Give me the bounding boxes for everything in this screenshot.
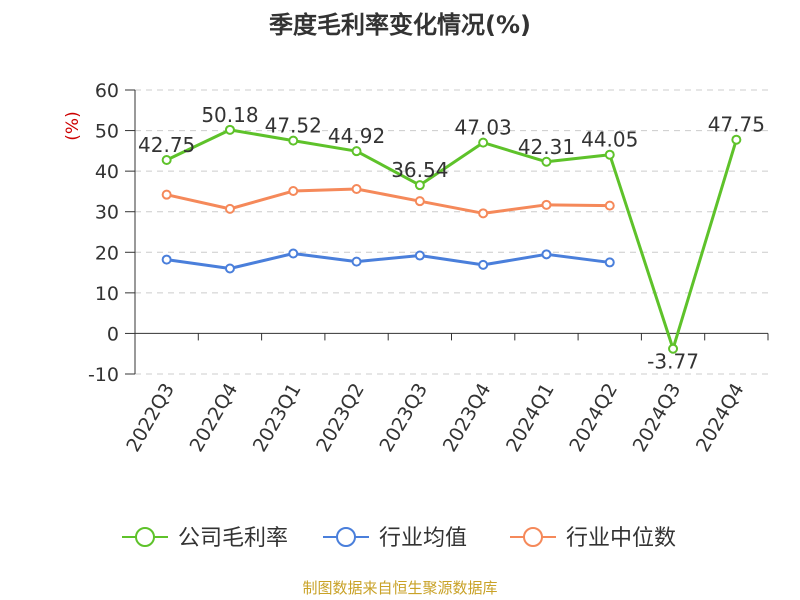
data-point [288, 186, 299, 197]
series-line [166, 187, 610, 215]
data-point [161, 154, 172, 165]
y-tick-label: 40 [95, 161, 119, 183]
series-layer [161, 124, 742, 354]
data-point [541, 199, 552, 210]
data-point [731, 134, 742, 145]
legend-item-label: 公司毛利率 [178, 526, 288, 551]
data-point [604, 257, 615, 268]
data-point [478, 259, 489, 270]
y-tick-label: 0 [107, 323, 119, 345]
y-tick-label: 60 [95, 80, 119, 102]
y-tick-label: 30 [95, 202, 119, 224]
data-point [478, 137, 489, 148]
data-point [288, 248, 299, 259]
legend-marker [135, 527, 155, 547]
y-tick-label: -10 [88, 364, 119, 386]
data-point [161, 254, 172, 265]
data-point [668, 343, 679, 354]
y-tick-label: 10 [95, 283, 119, 305]
data-point [541, 249, 552, 260]
data-point [224, 203, 235, 214]
series-line [166, 252, 610, 271]
data-point [351, 183, 362, 194]
source-note: 制图数据来自恒生聚源数据库 [302, 579, 497, 597]
data-label: 47.52 [265, 114, 322, 138]
x-tick-label: 2023Q2 [312, 380, 369, 456]
y-tick-label: 20 [95, 242, 119, 264]
x-tick-label: 2024Q4 [692, 380, 749, 456]
data-point [478, 208, 489, 219]
data-label: 47.75 [708, 113, 765, 137]
x-tick-label: 2024Q1 [502, 380, 559, 456]
data-point [604, 149, 615, 160]
data-point [351, 146, 362, 157]
legend: 公司毛利率 行业均值 行业中位数 [122, 526, 676, 551]
x-tick-label: 2023Q1 [249, 380, 306, 456]
data-point [351, 256, 362, 267]
x-tick-label: 2022Q3 [122, 380, 179, 456]
y-axis-label: (%) [63, 111, 83, 140]
series-line [166, 128, 738, 351]
legend-marker [523, 527, 543, 547]
data-point [604, 200, 615, 211]
data-point [224, 263, 235, 274]
data-label: 50.18 [201, 103, 258, 127]
data-point [161, 189, 172, 200]
data-point [288, 135, 299, 146]
data-point [224, 124, 235, 135]
y-tick-label: 50 [95, 121, 119, 143]
legend-item-label: 行业中位数 [566, 526, 676, 551]
x-tick-label: 2024Q3 [629, 380, 686, 456]
data-label: -3.77 [647, 350, 699, 374]
x-tick-label: 2023Q3 [375, 380, 432, 456]
x-tick-label: 2022Q4 [186, 380, 243, 456]
data-point [541, 156, 552, 167]
data-point [414, 180, 425, 191]
legend-marker [336, 527, 356, 547]
data-label: 44.92 [328, 124, 385, 148]
x-tick-label: 2024Q2 [565, 380, 622, 456]
legend-item-label: 行业均值 [379, 526, 467, 551]
x-tick-label: 2023Q4 [439, 380, 496, 456]
chart-title: 季度毛利率变化情况(%) [269, 11, 531, 39]
data-point [414, 196, 425, 207]
data-label: 36.54 [391, 158, 448, 182]
data-label: 42.75 [138, 133, 195, 157]
data-label: 44.05 [581, 128, 638, 152]
data-point [414, 250, 425, 261]
data-label: 42.31 [518, 135, 575, 159]
data-label: 47.03 [455, 116, 512, 140]
